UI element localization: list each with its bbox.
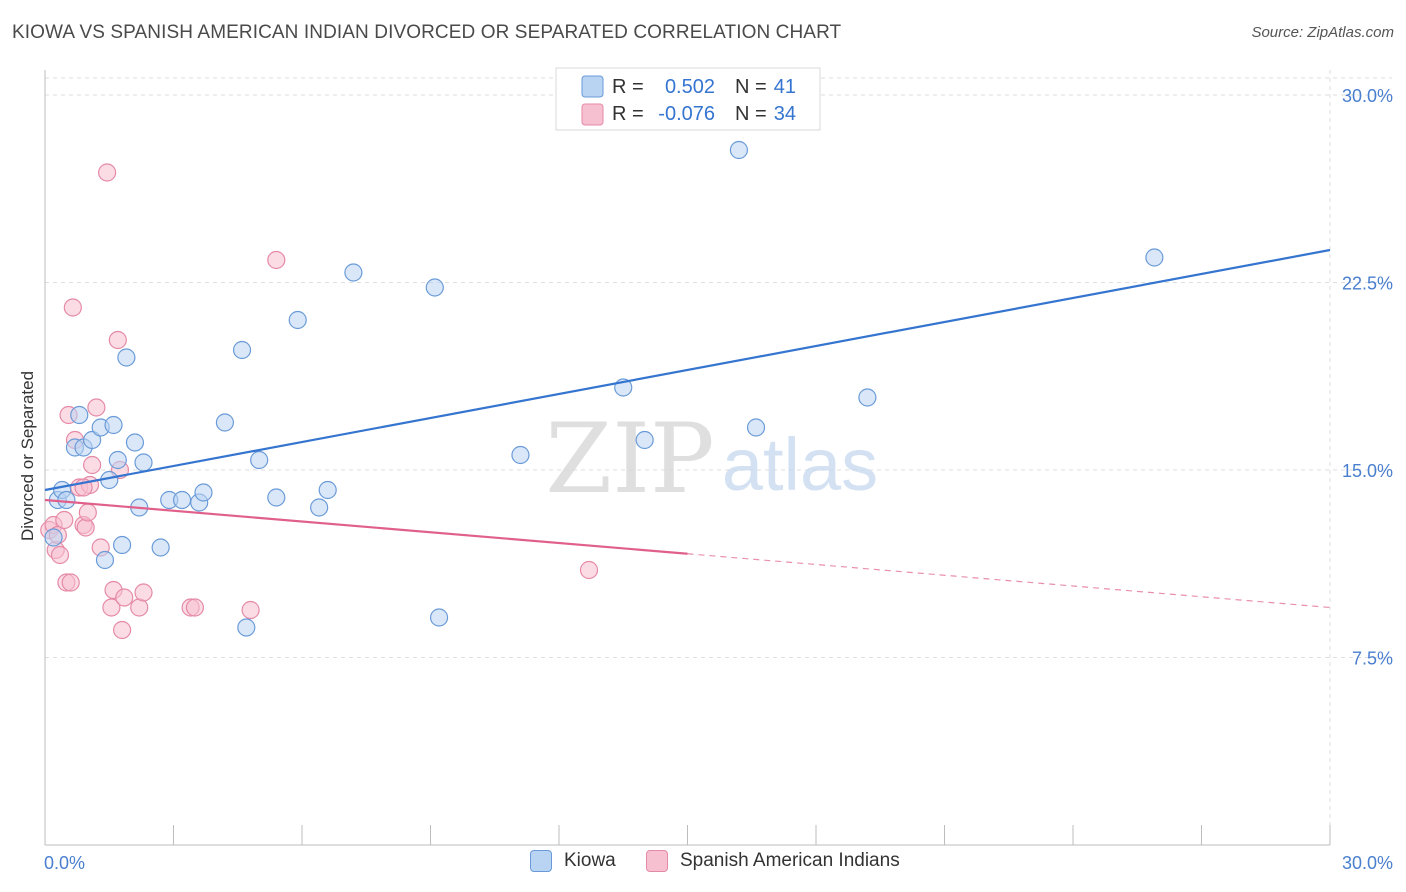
stats-kiowa-r-label: R =	[612, 76, 644, 98]
spanish-point-29	[185, 598, 205, 617]
kiowa-point-11	[104, 415, 123, 435]
kiowa-trend-line	[44, 248, 1331, 492]
kiowa-point-36	[635, 430, 654, 450]
stats-kiowa-r-value: 0.502	[665, 76, 715, 98]
spanish-point-13	[76, 518, 95, 537]
kiowa-point-23	[215, 413, 234, 432]
spanish-point-4	[50, 545, 70, 565]
kiowa-point-32	[425, 278, 444, 297]
stats-kiowa-n-value: 41	[774, 76, 796, 98]
source-label: Source: ZipAtlas.com	[1251, 24, 1394, 41]
stats-spanish-r-label: R =	[612, 103, 644, 125]
spanish-point-22	[108, 330, 127, 350]
stats-kiowa-n-label: N =	[735, 76, 767, 98]
kiowa-point-39	[858, 388, 877, 407]
spanish-point-24	[112, 620, 132, 640]
kiowa-point-30	[318, 480, 337, 500]
y-tick-label-2: 22.5%	[1342, 274, 1393, 294]
trend-lines	[44, 248, 1331, 609]
tick-labels: 7.5% 15.0% 22.5% 30.0% 0.0% 30.0%	[44, 86, 1393, 873]
series-spanish-points	[40, 163, 599, 640]
stats-spanish-r-value: -0.076	[658, 103, 715, 125]
spanish-point-30	[241, 600, 260, 620]
kiowa-point-3	[57, 490, 76, 510]
stats-spanish-n-label: N =	[735, 103, 767, 125]
spanish-point-25	[115, 588, 134, 607]
kiowa-point-33	[429, 608, 449, 627]
kiowa-point-29	[310, 498, 329, 517]
series-legend: Kiowa Spanish American Indians	[0, 850, 1406, 880]
x-tick-label-1: 30.0%	[1342, 853, 1393, 873]
kiowa-point-17	[134, 453, 153, 472]
spanish-point-17	[87, 398, 106, 417]
kiowa-point-5	[70, 405, 89, 425]
stats-spanish-swatch	[581, 103, 604, 126]
spanish-point-27	[134, 583, 153, 602]
kiowa-point-34	[511, 445, 530, 465]
grid-lines	[45, 70, 1392, 845]
spanish-point-31	[267, 250, 286, 270]
kiowa-point-0	[44, 528, 63, 547]
kiowa-point-15	[125, 433, 145, 452]
kiowa-point-12	[108, 450, 127, 470]
spanish-point-14	[78, 503, 97, 522]
watermark: ZIP atlas	[545, 403, 878, 515]
spanish-trend-line-extension	[687, 553, 1331, 609]
legend-item-kiowa[interactable]: Kiowa	[530, 850, 616, 872]
y-axis-label: Divorced or Separated	[18, 371, 37, 541]
spanish-point-5	[55, 510, 74, 530]
axes	[44, 70, 1331, 846]
kiowa-point-38	[746, 418, 766, 437]
kiowa-point-20	[172, 490, 192, 510]
spanish-point-32	[579, 560, 599, 580]
kiowa-point-37	[729, 140, 749, 160]
legend-kiowa-swatch	[530, 850, 552, 872]
legend-spanish-label: Spanish American Indians	[680, 850, 900, 871]
kiowa-point-14	[117, 348, 136, 367]
legend-spanish-swatch	[646, 850, 668, 872]
kiowa-point-40	[1145, 248, 1164, 267]
spanish-point-19	[98, 163, 117, 182]
y-tick-label-1: 15.0%	[1342, 461, 1393, 481]
kiowa-point-9	[95, 550, 115, 570]
y-tick-label-3: 30.0%	[1342, 86, 1393, 106]
spanish-point-20	[102, 598, 121, 617]
kiowa-point-25	[237, 618, 256, 637]
kiowa-point-27	[267, 488, 286, 507]
spanish-point-9	[63, 298, 82, 317]
stats-kiowa-swatch	[581, 75, 604, 98]
kiowa-point-28	[288, 310, 307, 330]
chart-title: KIOWA VS SPANISH AMERICAN INDIAN DIVORCE…	[12, 22, 842, 43]
series-kiowa-points	[44, 140, 1164, 637]
spanish-point-26	[130, 598, 149, 617]
kiowa-point-7	[83, 430, 102, 450]
watermark-atlas: atlas	[722, 423, 878, 506]
kiowa-point-31	[344, 263, 363, 282]
kiowa-point-13	[112, 535, 132, 555]
spanish-trend-line	[44, 498, 688, 555]
spanish-point-16	[83, 455, 102, 475]
y-tick-label-0: 7.5%	[1352, 649, 1393, 669]
stats-legend: R = 0.502 N = 41 R = -0.076 N = 34	[555, 67, 821, 131]
kiowa-point-18	[151, 538, 170, 557]
legend-kiowa-label: Kiowa	[564, 850, 616, 871]
kiowa-point-26	[250, 450, 269, 470]
kiowa-point-22	[194, 483, 213, 502]
legend-item-spanish[interactable]: Spanish American Indians	[646, 850, 900, 872]
spanish-point-8	[61, 573, 80, 592]
stats-spanish-n-value: 34	[774, 103, 796, 125]
kiowa-point-24	[232, 340, 252, 360]
watermark-zip: ZIP	[545, 403, 714, 515]
x-tick-label-0: 0.0%	[44, 853, 85, 873]
